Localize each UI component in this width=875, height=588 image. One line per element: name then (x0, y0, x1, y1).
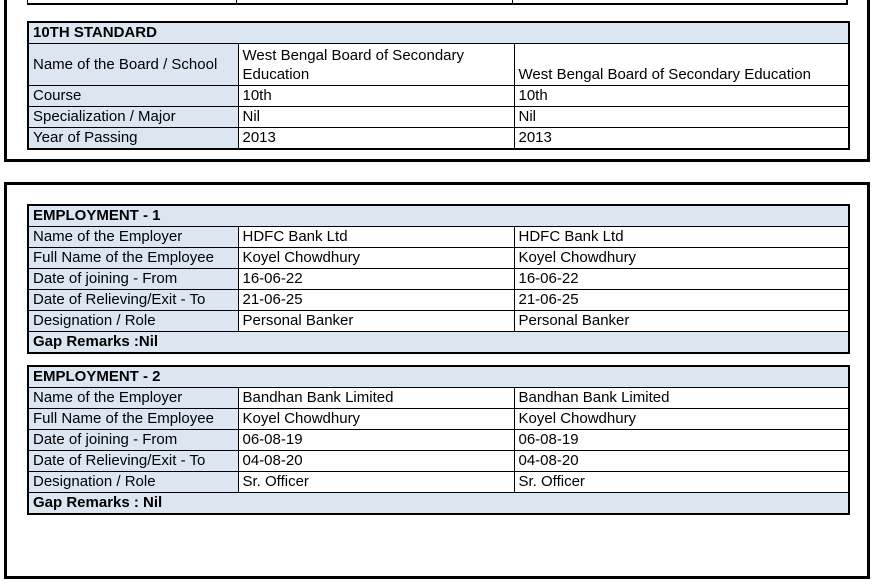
field-value-cell: West Bengal Board of Secondary Education (513, 43, 850, 86)
table-row: Specialization / Major Nil Nil (27, 106, 850, 128)
field-value-cell: Koyel Chowdhury (237, 247, 515, 269)
table-row: Full Name of the Employee Koyel Chowdhur… (27, 247, 850, 269)
table-title: EMPLOYMENT - 2 (27, 365, 850, 388)
field-value-cell: Bandhan Bank Limited (513, 387, 850, 409)
table-row: Full Name of the Employee Koyel Chowdhur… (27, 408, 850, 430)
table-row: Date of Relieving/Exit - To 21-06-25 21-… (27, 289, 850, 311)
field-value-cell: 16-06-22 (513, 268, 850, 290)
table-row: Name of the Board / School West Bengal B… (27, 43, 850, 86)
table-row: Name of the Employer Bandhan Bank Limite… (27, 387, 850, 409)
field-value-cell: 04-08-20 (513, 450, 850, 472)
field-value-cell: Koyel Chowdhury (237, 408, 515, 430)
table-row: Date of joining - From 16-06-22 16-06-22 (27, 268, 850, 290)
table-row: Designation / Role Sr. Officer Sr. Offic… (27, 471, 850, 493)
field-value-cell: Bandhan Bank Limited (237, 387, 515, 409)
table-title: EMPLOYMENT - 1 (27, 204, 850, 227)
previous-table-cut-row (27, 0, 848, 5)
field-value-cell: 21-06-25 (237, 289, 515, 311)
field-value-cell: Koyel Chowdhury (513, 408, 850, 430)
field-label-cell: Full Name of the Employee (27, 247, 239, 269)
table-row: Year of Passing 2013 2013 (27, 127, 850, 150)
field-label-cell: Full Name of the Employee (27, 408, 239, 430)
field-label-cell: Designation / Role (27, 310, 239, 332)
table-title-row: EMPLOYMENT - 2 (27, 365, 850, 388)
field-value-cell: Koyel Chowdhury (513, 247, 850, 269)
field-value-cell: Nil (513, 106, 850, 128)
table-title-row: 10TH STANDARD (27, 21, 850, 44)
field-value-cell: West Bengal Board of Secondary Education (237, 43, 515, 86)
table-title: 10TH STANDARD (27, 21, 850, 44)
gap-remarks-row: Gap Remarks : Nil (27, 492, 850, 515)
field-value-cell: Sr. Officer (237, 471, 515, 493)
gap-remarks-row: Gap Remarks :Nil (27, 331, 850, 354)
education-section-frame: 10TH STANDARD Name of the Board / School… (4, 0, 870, 162)
employment-section-frame: EMPLOYMENT - 1 Name of the Employer HDFC… (4, 182, 870, 579)
field-value-cell: 06-08-19 (237, 429, 515, 451)
employment-2-table: EMPLOYMENT - 2 Name of the Employer Band… (27, 365, 851, 515)
field-value-cell: 10th (237, 85, 515, 107)
table-row: Name of the Employer HDFC Bank Ltd HDFC … (27, 226, 850, 248)
field-label-cell: Course (27, 85, 239, 107)
gap-remarks-cell: Gap Remarks : Nil (27, 492, 850, 515)
field-value-cell: Nil (237, 106, 515, 128)
field-value-cell: Personal Banker (513, 310, 850, 332)
field-value-cell: Sr. Officer (513, 471, 850, 493)
table-row: Designation / Role Personal Banker Perso… (27, 310, 850, 332)
field-value-cell: 2013 (237, 127, 515, 150)
field-label-cell: Date of joining - From (27, 429, 239, 451)
cut-value-cell (513, 0, 848, 5)
field-label-cell: Name of the Employer (27, 226, 239, 248)
field-value-cell: 06-08-19 (513, 429, 850, 451)
field-label-cell: Name of the Board / School (27, 43, 239, 86)
field-value-cell: 10th (513, 85, 850, 107)
field-value-cell: 16-06-22 (237, 268, 515, 290)
field-label-cell: Designation / Role (27, 471, 239, 493)
table-row: Date of joining - From 06-08-19 06-08-19 (27, 429, 850, 451)
cut-label-cell (27, 0, 237, 5)
field-label-cell: Date of joining - From (27, 268, 239, 290)
table-title-row: EMPLOYMENT - 1 (27, 204, 850, 227)
field-label-cell: Year of Passing (27, 127, 239, 150)
field-label-cell: Specialization / Major (27, 106, 239, 128)
field-value-cell: 21-06-25 (513, 289, 850, 311)
field-value-cell: 2013 (513, 127, 850, 150)
field-value-cell: Personal Banker (237, 310, 515, 332)
table-row: Date of Relieving/Exit - To 04-08-20 04-… (27, 450, 850, 472)
tenth-standard-table: 10TH STANDARD Name of the Board / School… (27, 21, 851, 150)
field-label-cell: Name of the Employer (27, 387, 239, 409)
gap-remarks-cell: Gap Remarks :Nil (27, 331, 850, 354)
field-label-cell: Date of Relieving/Exit - To (27, 450, 239, 472)
field-value-cell: HDFC Bank Ltd (513, 226, 850, 248)
cut-value-cell (237, 0, 513, 5)
field-value-cell: 04-08-20 (237, 450, 515, 472)
table-row: Course 10th 10th (27, 85, 850, 107)
employment-1-table: EMPLOYMENT - 1 Name of the Employer HDFC… (27, 204, 851, 354)
field-value-cell: HDFC Bank Ltd (237, 226, 515, 248)
field-label-cell: Date of Relieving/Exit - To (27, 289, 239, 311)
